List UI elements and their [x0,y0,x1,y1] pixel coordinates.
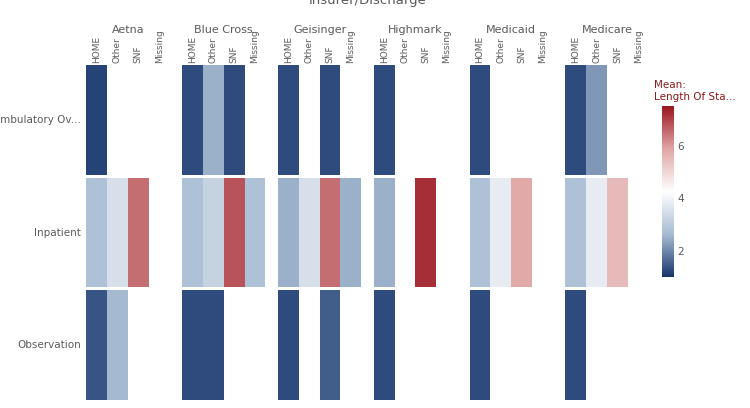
Bar [607,178,628,287]
Text: Geisinger: Geisinger [293,25,346,35]
Bar [298,178,320,287]
Bar [607,65,628,175]
Bar [203,65,223,175]
Bar [320,65,340,175]
Bar [320,178,340,287]
Bar [244,290,266,400]
Bar [86,65,107,175]
Bar [512,178,532,287]
Text: Length Of Sta...: Length Of Sta... [654,92,736,102]
Bar [374,290,394,400]
Bar [107,290,128,400]
Bar [107,65,128,175]
Bar [586,290,607,400]
Bar [128,178,148,287]
Bar [470,290,490,400]
Text: Blue Cross: Blue Cross [194,25,253,35]
Text: Mean:: Mean: [654,80,686,90]
Bar [224,65,245,175]
Bar [586,65,607,175]
Bar [436,178,457,287]
Bar [374,65,394,175]
Text: Insurer/Discharge: Insurer/Discharge [308,0,427,7]
Bar [470,178,490,287]
Bar [416,178,436,287]
Bar [298,290,320,400]
Bar [128,65,148,175]
Bar [340,65,362,175]
Text: Medicare: Medicare [581,25,632,35]
Bar [566,65,586,175]
Bar [512,65,532,175]
Bar [148,178,170,287]
Bar [416,290,436,400]
Bar [628,178,649,287]
Bar [298,65,320,175]
Bar [470,65,490,175]
Bar [532,65,553,175]
Bar [203,178,223,287]
Bar [586,178,607,287]
Bar [86,290,107,400]
Bar [320,290,340,400]
Bar [148,290,170,400]
Text: Medicaid: Medicaid [486,25,536,35]
Bar [532,290,553,400]
Text: Highmark: Highmark [388,25,442,35]
Bar [416,65,436,175]
Bar [566,178,586,287]
Bar [628,290,649,400]
Bar [244,65,266,175]
Bar [278,178,298,287]
Bar [490,65,512,175]
Bar [203,290,223,400]
Bar [490,290,512,400]
Bar [394,290,416,400]
Bar [532,178,553,287]
Bar [224,178,245,287]
Bar [224,290,245,400]
Bar [394,178,416,287]
Bar [182,65,203,175]
Bar [512,290,532,400]
Bar [278,65,298,175]
Bar [244,178,266,287]
Bar [394,65,416,175]
Bar [628,65,649,175]
Bar [278,290,298,400]
Bar [490,178,512,287]
Bar [436,65,457,175]
Bar [607,290,628,400]
Bar [374,178,394,287]
Bar [340,178,362,287]
Bar [436,290,457,400]
Bar [107,178,128,287]
Bar [128,290,148,400]
Bar [86,178,107,287]
Bar [566,290,586,400]
Bar [148,65,170,175]
Bar [182,290,203,400]
Bar [182,178,203,287]
Bar [340,290,362,400]
Text: Aetna: Aetna [112,25,144,35]
